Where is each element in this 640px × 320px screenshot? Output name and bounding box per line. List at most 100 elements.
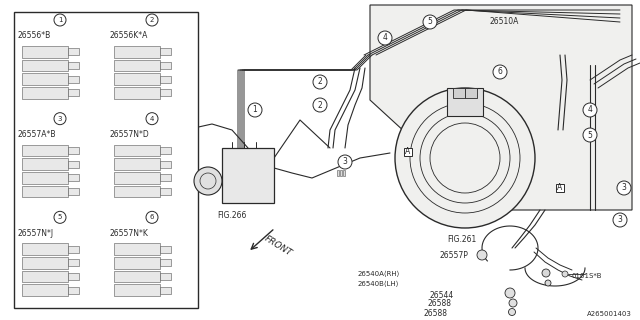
Text: 5: 5	[58, 214, 62, 220]
Bar	[159, 273, 171, 280]
Bar	[68, 259, 79, 266]
Bar	[114, 186, 159, 197]
Bar	[68, 76, 79, 83]
Bar	[337, 170, 339, 176]
Circle shape	[423, 15, 437, 29]
Bar	[22, 257, 68, 269]
Bar	[68, 147, 79, 154]
Text: 3: 3	[621, 183, 627, 193]
Text: 26557P: 26557P	[440, 251, 469, 260]
Bar	[22, 271, 68, 282]
Text: FIG.261: FIG.261	[447, 236, 476, 244]
Bar	[68, 48, 79, 55]
Circle shape	[248, 103, 262, 117]
Bar	[114, 87, 159, 99]
Text: 26588: 26588	[424, 308, 448, 317]
Circle shape	[313, 75, 327, 89]
Circle shape	[545, 280, 551, 286]
Text: 26557N*K: 26557N*K	[109, 229, 148, 238]
Bar	[114, 284, 159, 296]
Bar	[68, 273, 79, 280]
Bar	[222, 148, 274, 203]
Text: 2: 2	[150, 17, 154, 23]
Text: 26544: 26544	[430, 291, 454, 300]
Bar	[159, 259, 171, 266]
Circle shape	[542, 269, 550, 277]
Bar	[159, 147, 171, 154]
Bar	[159, 188, 171, 195]
Text: 26540A⟨RH⟩: 26540A⟨RH⟩	[358, 271, 401, 277]
Bar	[114, 158, 159, 170]
Text: 26557N*J: 26557N*J	[17, 229, 53, 238]
Circle shape	[146, 113, 158, 125]
Bar	[22, 87, 68, 99]
Bar	[22, 145, 68, 156]
Bar	[159, 62, 171, 69]
Bar	[14, 12, 198, 308]
Circle shape	[583, 103, 597, 117]
Text: 6: 6	[150, 214, 154, 220]
Bar	[114, 271, 159, 282]
Text: 26588: 26588	[427, 300, 451, 308]
Bar	[22, 172, 68, 184]
Bar	[159, 76, 171, 83]
Bar	[68, 246, 79, 253]
Bar	[68, 89, 79, 96]
Text: A: A	[557, 183, 563, 193]
Bar	[22, 284, 68, 296]
Circle shape	[562, 271, 568, 277]
Circle shape	[395, 88, 535, 228]
Bar	[159, 161, 171, 168]
Bar	[159, 174, 171, 181]
Bar	[68, 62, 79, 69]
Circle shape	[583, 128, 597, 142]
Circle shape	[54, 113, 66, 125]
Bar	[447, 88, 483, 116]
Bar	[68, 174, 79, 181]
Text: 4: 4	[588, 106, 593, 115]
Circle shape	[509, 299, 517, 307]
Text: 26510A: 26510A	[490, 18, 520, 27]
Bar	[340, 170, 342, 176]
Bar	[556, 184, 564, 192]
Bar	[22, 243, 68, 255]
Bar	[159, 89, 171, 96]
Bar	[465, 88, 477, 98]
Text: 26557N*D: 26557N*D	[109, 130, 148, 139]
Circle shape	[146, 14, 158, 26]
Bar	[22, 60, 68, 71]
Bar	[68, 188, 79, 195]
Text: 26556*B: 26556*B	[17, 31, 51, 41]
Circle shape	[505, 288, 515, 298]
Text: 26556K*A: 26556K*A	[109, 31, 147, 41]
Bar	[114, 73, 159, 85]
Circle shape	[613, 213, 627, 227]
Bar	[453, 88, 465, 98]
Bar	[114, 172, 159, 184]
Bar	[114, 60, 159, 71]
Text: 26557A*B: 26557A*B	[17, 130, 56, 139]
Polygon shape	[370, 5, 632, 210]
Text: FRONT: FRONT	[262, 234, 294, 258]
Bar	[343, 170, 345, 176]
Text: 4: 4	[383, 34, 387, 43]
Text: A265001403: A265001403	[587, 311, 632, 317]
Circle shape	[378, 31, 392, 45]
Circle shape	[194, 167, 222, 195]
Text: 2: 2	[317, 77, 323, 86]
Bar	[114, 257, 159, 269]
Text: A: A	[405, 148, 411, 156]
Text: 2: 2	[317, 100, 323, 109]
Bar	[22, 186, 68, 197]
Text: 1: 1	[58, 17, 62, 23]
Bar	[159, 246, 171, 253]
Bar	[114, 243, 159, 255]
Circle shape	[54, 14, 66, 26]
Bar	[22, 46, 68, 58]
Bar	[114, 46, 159, 58]
Bar	[114, 145, 159, 156]
Text: 1: 1	[253, 106, 257, 115]
Text: 4: 4	[150, 116, 154, 122]
Bar	[22, 73, 68, 85]
Bar	[404, 148, 412, 156]
